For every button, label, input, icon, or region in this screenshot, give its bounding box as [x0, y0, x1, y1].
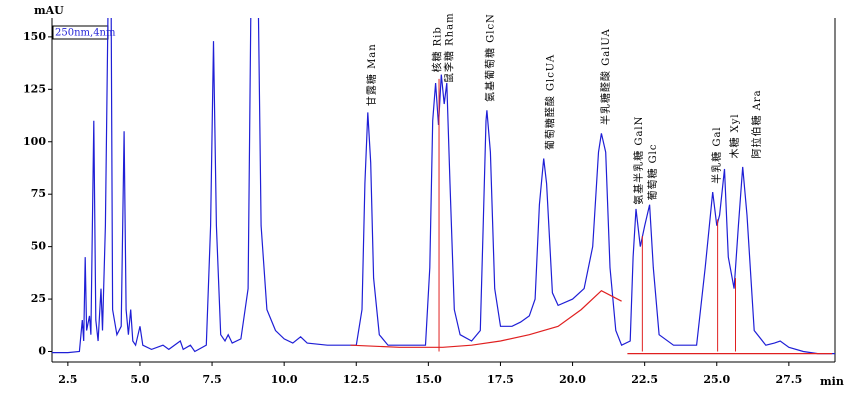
x-tick-label: 22.5	[631, 373, 658, 386]
x-tick-label: 20.0	[559, 373, 586, 386]
y-tick-label: 150	[23, 30, 46, 43]
x-tick-label: 27.5	[775, 373, 802, 386]
y-tick-label: 75	[31, 187, 46, 200]
peak-label: 阿拉伯糖 Ara	[750, 89, 763, 158]
peak-label: 甘露糖 Man	[365, 43, 378, 106]
peak-label: 半乳糖醛酸 GalUA	[599, 28, 612, 125]
peak-label: 木糖 Xyl	[728, 113, 741, 158]
peak-label: 核糖 Rib	[430, 26, 443, 72]
y-tick-label: 100	[23, 135, 46, 148]
peak-label: 氨基葡萄糖 GlcN	[483, 13, 496, 102]
x-tick-label: 10.0	[271, 373, 298, 386]
line-series	[52, 18, 835, 355]
x-tick-label: 2.5	[58, 373, 77, 386]
y-tick-label: 50	[31, 240, 47, 253]
peak-label: 鼠李糖 Rham	[442, 12, 455, 83]
legend-label: 250nm,4nm	[55, 28, 116, 39]
x-axis-label: min	[820, 375, 844, 388]
x-tick-label: 25.0	[703, 373, 730, 386]
x-tick-label: 5.0	[130, 373, 149, 386]
peak-label: 葡萄糖醛酸 GlcUA	[544, 54, 557, 150]
x-tick-label: 7.5	[202, 373, 221, 386]
y-tick-label: 25	[31, 292, 46, 305]
plot-area	[52, 18, 835, 355]
y-tick-label: 0	[38, 345, 46, 358]
y-axis-label: mAU	[34, 4, 64, 17]
x-tick-label: 15.0	[415, 373, 442, 386]
line-series	[350, 289, 833, 355]
peak-label: 氨基半乳糖 GalN	[632, 116, 645, 205]
peak-label: 葡萄糖 Glc	[646, 144, 659, 201]
peak-label: 半乳糖 Gal	[710, 126, 723, 183]
x-tick-label: 17.5	[487, 373, 514, 386]
y-tick-label: 125	[23, 82, 46, 95]
x-tick-label: 12.5	[343, 373, 370, 386]
